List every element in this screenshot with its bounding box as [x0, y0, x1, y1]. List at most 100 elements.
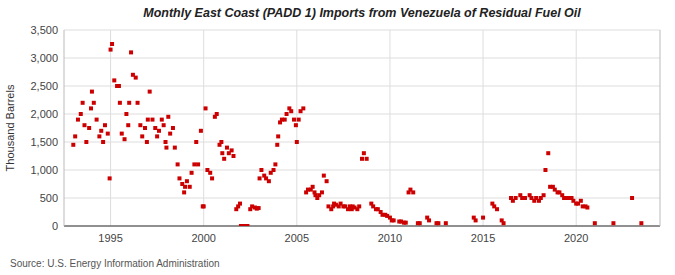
point	[127, 101, 131, 105]
y-tick-label: 2,000	[30, 108, 58, 120]
y-tick-label: 1,500	[30, 136, 58, 148]
point	[173, 146, 177, 150]
point	[164, 146, 168, 150]
point	[322, 174, 326, 178]
point	[101, 140, 105, 144]
point	[238, 202, 242, 206]
x-axis-line	[64, 226, 660, 227]
point	[283, 118, 287, 122]
point	[201, 204, 205, 208]
x-tick-label: 2005	[285, 232, 309, 244]
point	[162, 123, 166, 127]
point	[585, 206, 589, 210]
point	[90, 90, 94, 94]
point	[73, 134, 77, 138]
point	[106, 132, 110, 136]
x-grid-line	[483, 30, 484, 226]
point	[81, 101, 85, 105]
point	[95, 118, 99, 122]
point	[289, 109, 293, 113]
point	[117, 84, 121, 88]
point	[259, 168, 263, 172]
point	[108, 176, 112, 180]
point	[120, 132, 124, 136]
x-grid-line	[576, 30, 577, 226]
source-note: Source: U.S. Energy Information Administ…	[10, 258, 220, 269]
point	[639, 221, 643, 225]
point	[143, 126, 147, 130]
point	[502, 221, 506, 225]
y-tick-label: 1,000	[30, 164, 58, 176]
point	[294, 123, 298, 127]
point	[297, 118, 301, 122]
point	[285, 112, 289, 116]
point	[188, 185, 192, 189]
grid	[64, 30, 660, 226]
x-grid-line	[203, 30, 204, 226]
point	[436, 221, 440, 225]
point	[360, 157, 364, 161]
x-tick-label: 1995	[98, 232, 122, 244]
point	[71, 143, 75, 147]
x-tick-label: 2000	[191, 232, 215, 244]
point	[523, 196, 527, 200]
point	[168, 132, 172, 136]
point	[183, 185, 187, 189]
point	[138, 123, 142, 127]
point	[481, 216, 485, 220]
title: Monthly East Coast (PADD 1) Imports from…	[143, 6, 581, 20]
point	[118, 101, 122, 105]
point	[82, 123, 86, 127]
point	[365, 157, 369, 161]
point	[292, 118, 296, 122]
point	[474, 218, 478, 222]
point	[155, 134, 159, 138]
point	[192, 162, 196, 166]
point	[166, 115, 170, 119]
point	[185, 179, 189, 183]
point	[311, 185, 315, 189]
point	[230, 148, 234, 152]
point	[611, 221, 615, 225]
point	[220, 151, 224, 155]
point	[160, 118, 164, 122]
point	[404, 221, 408, 225]
point	[444, 221, 448, 225]
point	[418, 221, 422, 225]
x-tick-label: 2020	[564, 232, 588, 244]
y-axis-line	[64, 30, 65, 226]
point	[579, 199, 583, 203]
point	[245, 224, 249, 226]
point	[112, 78, 116, 82]
y-tick-label: 0	[52, 220, 58, 232]
point	[199, 129, 203, 133]
point	[182, 190, 186, 194]
y-axis-label: Thousand Barrels	[4, 84, 16, 171]
point	[79, 112, 83, 116]
point	[543, 168, 547, 172]
point	[204, 106, 208, 110]
point	[129, 50, 133, 54]
point	[258, 176, 262, 180]
y-grid-line	[64, 114, 660, 115]
point	[140, 134, 144, 138]
y-grid-line	[64, 30, 660, 31]
point	[225, 146, 229, 150]
y-tick-label: 3,500	[30, 24, 58, 36]
x-grid-line	[389, 30, 390, 226]
point	[164, 140, 168, 144]
point	[148, 90, 152, 94]
point	[427, 218, 431, 222]
point	[325, 179, 329, 183]
point	[87, 126, 91, 130]
point	[194, 140, 198, 144]
x-grid-line	[296, 30, 297, 226]
point	[215, 112, 219, 116]
point	[219, 140, 223, 144]
x-tick-label: 2010	[378, 232, 402, 244]
point	[110, 42, 114, 46]
point	[124, 112, 128, 116]
point	[273, 162, 277, 166]
point	[546, 151, 550, 155]
point	[362, 151, 366, 155]
